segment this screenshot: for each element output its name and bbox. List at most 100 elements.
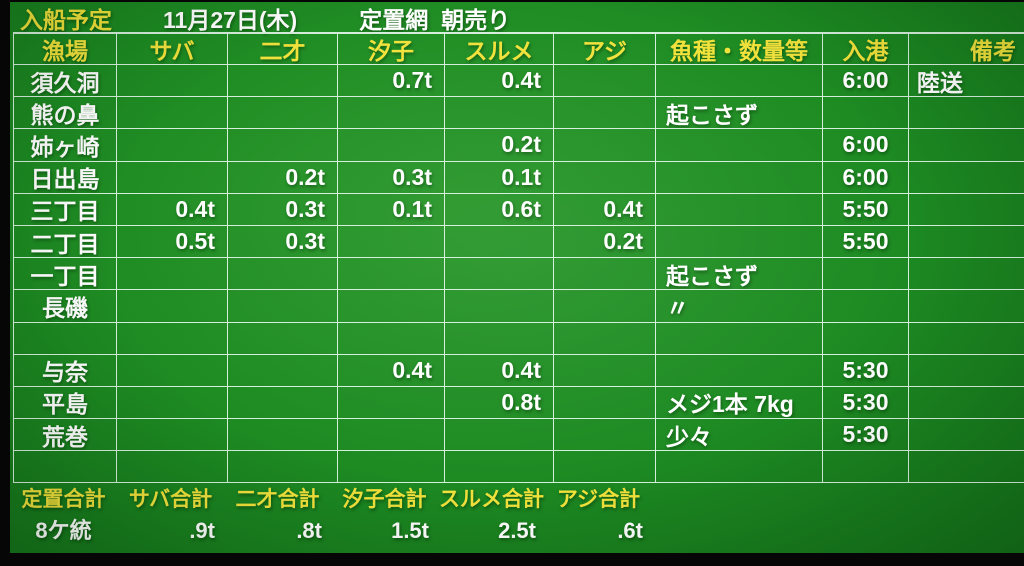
arrival-time-cell (823, 322, 909, 355)
species-quantity-cell (656, 354, 823, 387)
saba-cell (117, 419, 228, 452)
remarks-cell (909, 419, 1024, 452)
aji-cell (554, 386, 656, 420)
column-header-species-quantity: 魚種・数量等 (656, 34, 823, 65)
remarks-cell (909, 451, 1024, 484)
nisai-cell: 0.3t (228, 193, 338, 226)
total-nisai: 二才合計 .8t (224, 486, 331, 547)
nisai-cell (228, 322, 338, 355)
saba-cell (117, 65, 228, 98)
aji-cell: 0.2t (554, 225, 656, 259)
arrival-time-cell: 5:50 (823, 225, 909, 259)
nisai-cell (228, 290, 338, 323)
surume-cell: 0.4t (445, 65, 554, 98)
arrival-time-cell: 5:50 (823, 193, 909, 226)
table-row (14, 322, 1024, 355)
shioko-cell (338, 97, 445, 130)
total-label: スルメ合計 (439, 488, 544, 511)
board-date: 11月27日(木) (163, 6, 298, 33)
nisai-cell: 0.2t (228, 161, 338, 194)
remarks-cell (909, 387, 1024, 420)
nisai-cell (228, 386, 338, 420)
arrival-time-cell: 5:30 (823, 354, 909, 387)
species-quantity-cell (656, 161, 823, 194)
total-value: 2.5t (498, 518, 536, 543)
saba-cell (117, 290, 228, 323)
column-header-nisai: 二才 (228, 34, 338, 65)
arrival-time-cell (823, 258, 909, 291)
table-row: 長磯 〃 (14, 290, 1024, 323)
schedule-table: 漁場 サバ 二才 汐子 スルメ アジ 魚種・数量等 入港 備考 須久洞 0.7t 0… (13, 32, 1024, 484)
column-header-arrival-port: 入港 (823, 34, 909, 65)
total-value: .9t (189, 518, 215, 543)
total-label: サバ合計 (128, 488, 213, 511)
surume-cell (445, 451, 554, 484)
total-shioko: 汐子合計 1.5t (331, 486, 438, 547)
remarks-cell (909, 162, 1024, 194)
aji-cell (554, 451, 656, 484)
species-quantity-cell: 起こさず (656, 258, 823, 291)
species-quantity-cell: 起こさず (656, 97, 823, 130)
total-value: .6t (617, 518, 643, 543)
fishing-ground-cell: 平島 (14, 386, 117, 420)
fishing-ground-cell: 二丁目 (14, 225, 117, 259)
species-quantity-cell (656, 322, 823, 355)
board-title: 入船予定 (20, 6, 112, 33)
fishing-ground-cell: 荒巻 (14, 419, 117, 452)
remarks-cell (909, 194, 1024, 226)
table-header-row: 漁場 サバ 二才 汐子 スルメ アジ 魚種・数量等 入港 備考 (14, 34, 1024, 65)
nisai-cell (228, 419, 338, 452)
total-label: 定置合計 (21, 488, 106, 511)
saba-cell (117, 386, 228, 420)
fishing-ground-cell: 三丁目 (14, 193, 117, 226)
totals-section: 定置合計 8ケ統 サバ合計 .9t 二才合計 .8t 汐子合計 1.5t スルメ… (10, 486, 652, 547)
sale-time-label: 朝売り (441, 6, 511, 33)
surume-cell (445, 225, 554, 259)
saba-cell (117, 129, 228, 162)
shioko-cell: 0.1t (338, 193, 445, 226)
table-body: 須久洞 0.7t 0.4t 6:00 陸送 熊の鼻 起こさず 姉ヶ崎 0.2t 6:00 日出島 0.… (14, 65, 1024, 484)
saba-cell (117, 97, 228, 130)
shioko-cell (338, 258, 445, 291)
aji-cell (554, 322, 656, 355)
surume-cell (445, 290, 554, 323)
remarks-cell (909, 97, 1024, 130)
saba-cell (117, 258, 228, 291)
column-header-remarks: 備考 (909, 34, 1024, 65)
remarks-cell (909, 226, 1024, 259)
column-header-shioko: 汐子 (338, 34, 445, 65)
saba-cell (117, 354, 228, 387)
aji-cell: 0.4t (554, 193, 656, 226)
remarks-cell (909, 290, 1024, 323)
saba-cell (117, 322, 228, 355)
nisai-cell: 0.3t (228, 225, 338, 259)
species-quantity-cell (656, 451, 823, 484)
table-row: 荒巻 少々 5:30 (14, 419, 1024, 452)
arrival-time-cell: 6:00 (823, 161, 909, 194)
total-value: .8t (296, 518, 322, 543)
table-row: 平島 0.8t メジ1本 7kg 5:30 (14, 386, 1024, 420)
nisai-cell (228, 451, 338, 484)
aji-cell (554, 290, 656, 323)
arrival-time-cell: 5:30 (823, 419, 909, 452)
total-saba: サバ合計 .9t (117, 486, 224, 547)
arrival-time-cell: 6:00 (823, 65, 909, 98)
nisai-cell (228, 97, 338, 130)
column-header-fishing-ground: 漁場 (14, 34, 117, 65)
fishing-ground-cell: 長磯 (14, 290, 117, 323)
saba-cell (117, 161, 228, 194)
nisai-cell (228, 65, 338, 98)
species-quantity-cell: 〃 (656, 290, 823, 323)
species-quantity-cell (656, 129, 823, 162)
table-row: 熊の鼻 起こさず (14, 97, 1024, 130)
arrival-time-cell (823, 451, 909, 484)
shioko-cell (338, 451, 445, 484)
aji-cell (554, 65, 656, 98)
nisai-cell (228, 258, 338, 291)
table-row (14, 451, 1024, 484)
surume-cell: 0.2t (445, 129, 554, 162)
fishing-ground-cell: 須久洞 (14, 65, 117, 98)
arrival-time-cell (823, 97, 909, 130)
table-row: 二丁目 0.5t 0.3t 0.2t 5:50 (14, 225, 1024, 259)
species-quantity-cell: 少々 (656, 419, 823, 452)
